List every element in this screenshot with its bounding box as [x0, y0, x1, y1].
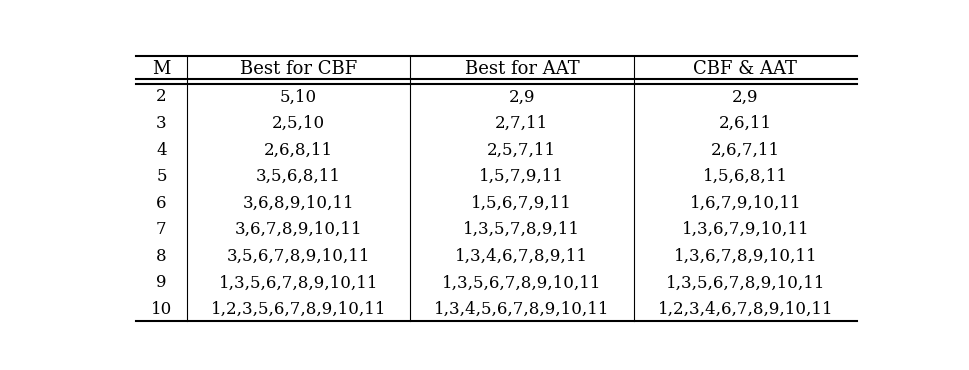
- Text: 5,10: 5,10: [280, 88, 317, 105]
- Text: 2,6,11: 2,6,11: [719, 115, 772, 132]
- Text: M: M: [152, 60, 171, 78]
- Text: 4: 4: [156, 141, 167, 158]
- Text: 1,3,5,7,8,9,11: 1,3,5,7,8,9,11: [463, 221, 580, 238]
- Text: 1,3,6,7,8,9,10,11: 1,3,6,7,8,9,10,11: [673, 248, 817, 265]
- Text: 2,6,8,11: 2,6,8,11: [264, 141, 333, 158]
- Text: 10: 10: [151, 301, 172, 318]
- Text: 1,3,5,6,7,8,9,10,11: 1,3,5,6,7,8,9,10,11: [219, 275, 378, 292]
- Text: 2,6,7,11: 2,6,7,11: [711, 141, 780, 158]
- Text: 1,3,5,6,7,8,9,10,11: 1,3,5,6,7,8,9,10,11: [442, 275, 602, 292]
- Text: 9: 9: [156, 275, 167, 292]
- Text: 1,5,6,7,9,11: 1,5,6,7,9,11: [471, 195, 573, 212]
- Text: 2,9: 2,9: [509, 88, 535, 105]
- Text: 1,5,6,8,11: 1,5,6,8,11: [703, 168, 788, 185]
- Text: 2,7,11: 2,7,11: [495, 115, 548, 132]
- Text: 3,6,7,8,9,10,11: 3,6,7,8,9,10,11: [234, 221, 362, 238]
- Text: Best for CBF: Best for CBF: [239, 60, 357, 78]
- Text: 1,5,7,9,11: 1,5,7,9,11: [480, 168, 564, 185]
- Text: 1,3,6,7,9,10,11: 1,3,6,7,9,10,11: [681, 221, 809, 238]
- Text: 1,3,4,6,7,8,9,11: 1,3,4,6,7,8,9,11: [455, 248, 588, 265]
- Text: 2,5,7,11: 2,5,7,11: [487, 141, 556, 158]
- Text: CBF & AAT: CBF & AAT: [694, 60, 797, 78]
- Text: 3: 3: [156, 115, 167, 132]
- Text: 3,5,6,8,11: 3,5,6,8,11: [256, 168, 341, 185]
- Text: 6: 6: [156, 195, 167, 212]
- Text: 1,2,3,5,6,7,8,9,10,11: 1,2,3,5,6,7,8,9,10,11: [210, 301, 386, 318]
- Text: 1,3,5,6,7,8,9,10,11: 1,3,5,6,7,8,9,10,11: [666, 275, 825, 292]
- Text: 1,6,7,9,10,11: 1,6,7,9,10,11: [690, 195, 801, 212]
- Text: 1,3,4,5,6,7,8,9,10,11: 1,3,4,5,6,7,8,9,10,11: [434, 301, 610, 318]
- Text: 7: 7: [156, 221, 167, 238]
- Text: Best for AAT: Best for AAT: [464, 60, 579, 78]
- Text: 1,2,3,4,6,7,8,9,10,11: 1,2,3,4,6,7,8,9,10,11: [658, 301, 833, 318]
- Text: 2,9: 2,9: [733, 88, 759, 105]
- Text: 2,5,10: 2,5,10: [271, 115, 325, 132]
- Text: 3,5,6,7,8,9,10,11: 3,5,6,7,8,9,10,11: [227, 248, 370, 265]
- Text: 8: 8: [156, 248, 167, 265]
- Text: 3,6,8,9,10,11: 3,6,8,9,10,11: [242, 195, 354, 212]
- Text: 2: 2: [156, 88, 167, 105]
- Text: 5: 5: [156, 168, 167, 185]
